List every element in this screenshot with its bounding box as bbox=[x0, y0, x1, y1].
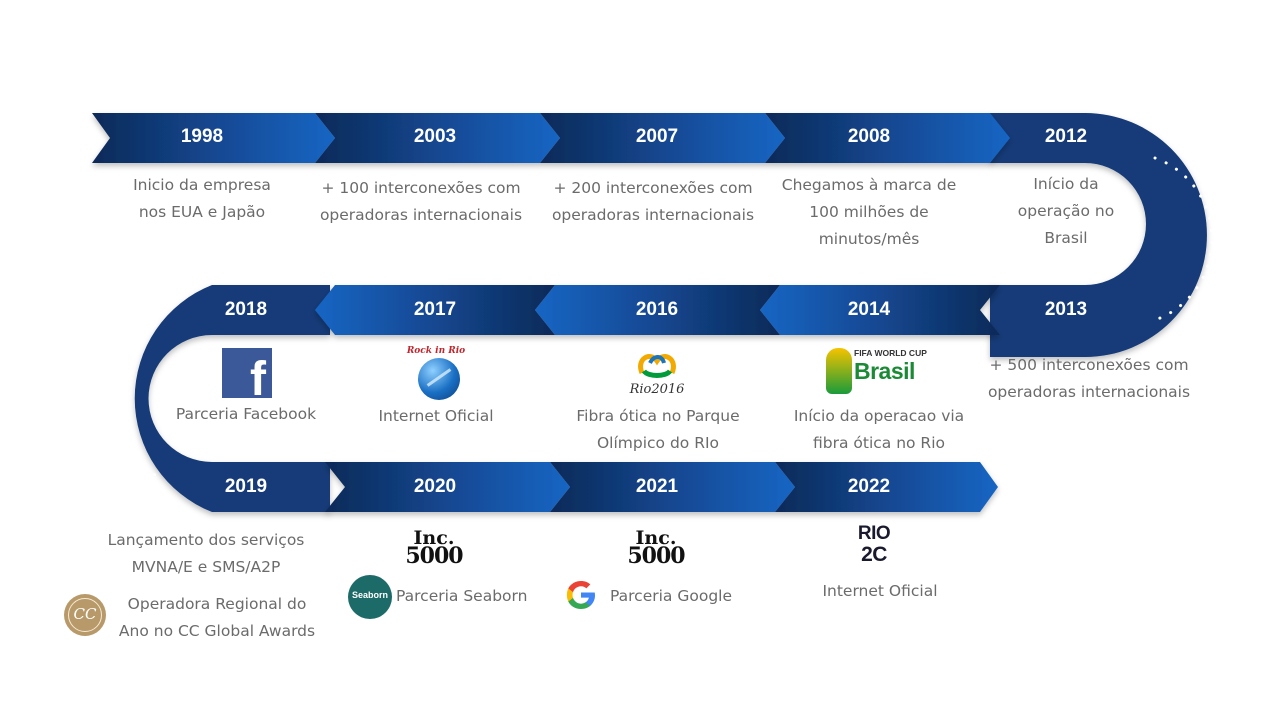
event-2014: Início da operacao via fibra ótica no Rio bbox=[793, 407, 965, 452]
event-2012: Início da operação no Brasil bbox=[1017, 175, 1115, 247]
event-2007: + 200 interconexões com operadoras intern… bbox=[551, 179, 755, 224]
right-turn-dots bbox=[1153, 156, 1214, 322]
event-2021: Parceria Google bbox=[610, 587, 733, 605]
event-2020: Parceria Seaborn bbox=[396, 587, 528, 605]
google-logo-icon bbox=[562, 576, 600, 614]
year-2016: 2016 bbox=[635, 299, 679, 320]
inc-5000-logo-icon-2021: Inc. 5000 bbox=[627, 527, 685, 569]
facebook-logo-icon: f bbox=[222, 348, 272, 404]
year-2018: 2018 bbox=[224, 299, 268, 320]
event-2008: Chegamos à marca de 100 milhões de minutos… bbox=[781, 176, 957, 248]
year-2003: 2003 bbox=[413, 126, 457, 147]
event-2017: Internet Oficial bbox=[378, 407, 494, 425]
year-2021: 2021 bbox=[635, 476, 679, 497]
rock-in-rio-logo-icon: Rock in Rio bbox=[405, 346, 467, 402]
event-2013: + 500 interconexões com operadoras intern… bbox=[987, 356, 1191, 401]
rio2c-logo-icon: RIO 2C bbox=[857, 523, 891, 566]
year-2017: 2017 bbox=[413, 299, 457, 320]
event-2019-award: Operadora Regional do Ano no CC Global Aw… bbox=[118, 595, 316, 640]
year-2008: 2008 bbox=[847, 126, 891, 147]
year-2022: 2022 bbox=[847, 476, 891, 497]
row3-segments bbox=[325, 462, 998, 512]
left-turn bbox=[134, 285, 330, 512]
event-2018: Parceria Facebook bbox=[175, 405, 317, 423]
left-turn-dots bbox=[109, 323, 157, 477]
right-turn bbox=[990, 113, 1207, 357]
event-2022: Internet Oficial bbox=[822, 582, 938, 600]
year-2013: 2013 bbox=[1044, 299, 1088, 320]
inc-5000-logo-icon-2020: Inc. 5000 bbox=[405, 527, 463, 569]
seaborn-logo-icon: Seaborn bbox=[348, 575, 392, 619]
event-2016: Fibra ótica no Parque Olímpico do RIo bbox=[576, 407, 740, 452]
cc-global-awards-logo-icon: CC bbox=[64, 594, 106, 636]
fifa-world-cup-brasil-logo-icon: FIFA WORLD CUP Brasil bbox=[826, 346, 927, 396]
row2-segments bbox=[315, 285, 1000, 335]
event-2019-launch: Lançamento dos serviços MVNA/E e SMS/A2P bbox=[107, 531, 305, 576]
year-2020: 2020 bbox=[413, 476, 457, 497]
year-1998: 1998 bbox=[180, 126, 224, 147]
year-2019: 2019 bbox=[224, 476, 268, 497]
year-2012: 2012 bbox=[1044, 126, 1088, 147]
year-2014: 2014 bbox=[847, 299, 891, 320]
event-1998: Inicio da empresa nos EUA e Japão bbox=[133, 176, 271, 221]
year-2007: 2007 bbox=[635, 126, 679, 147]
event-2003: + 100 interconexões com operadoras intern… bbox=[319, 179, 523, 224]
row1-segments bbox=[92, 113, 1010, 163]
rio-2016-logo-icon: Rio2016 bbox=[628, 345, 686, 401]
